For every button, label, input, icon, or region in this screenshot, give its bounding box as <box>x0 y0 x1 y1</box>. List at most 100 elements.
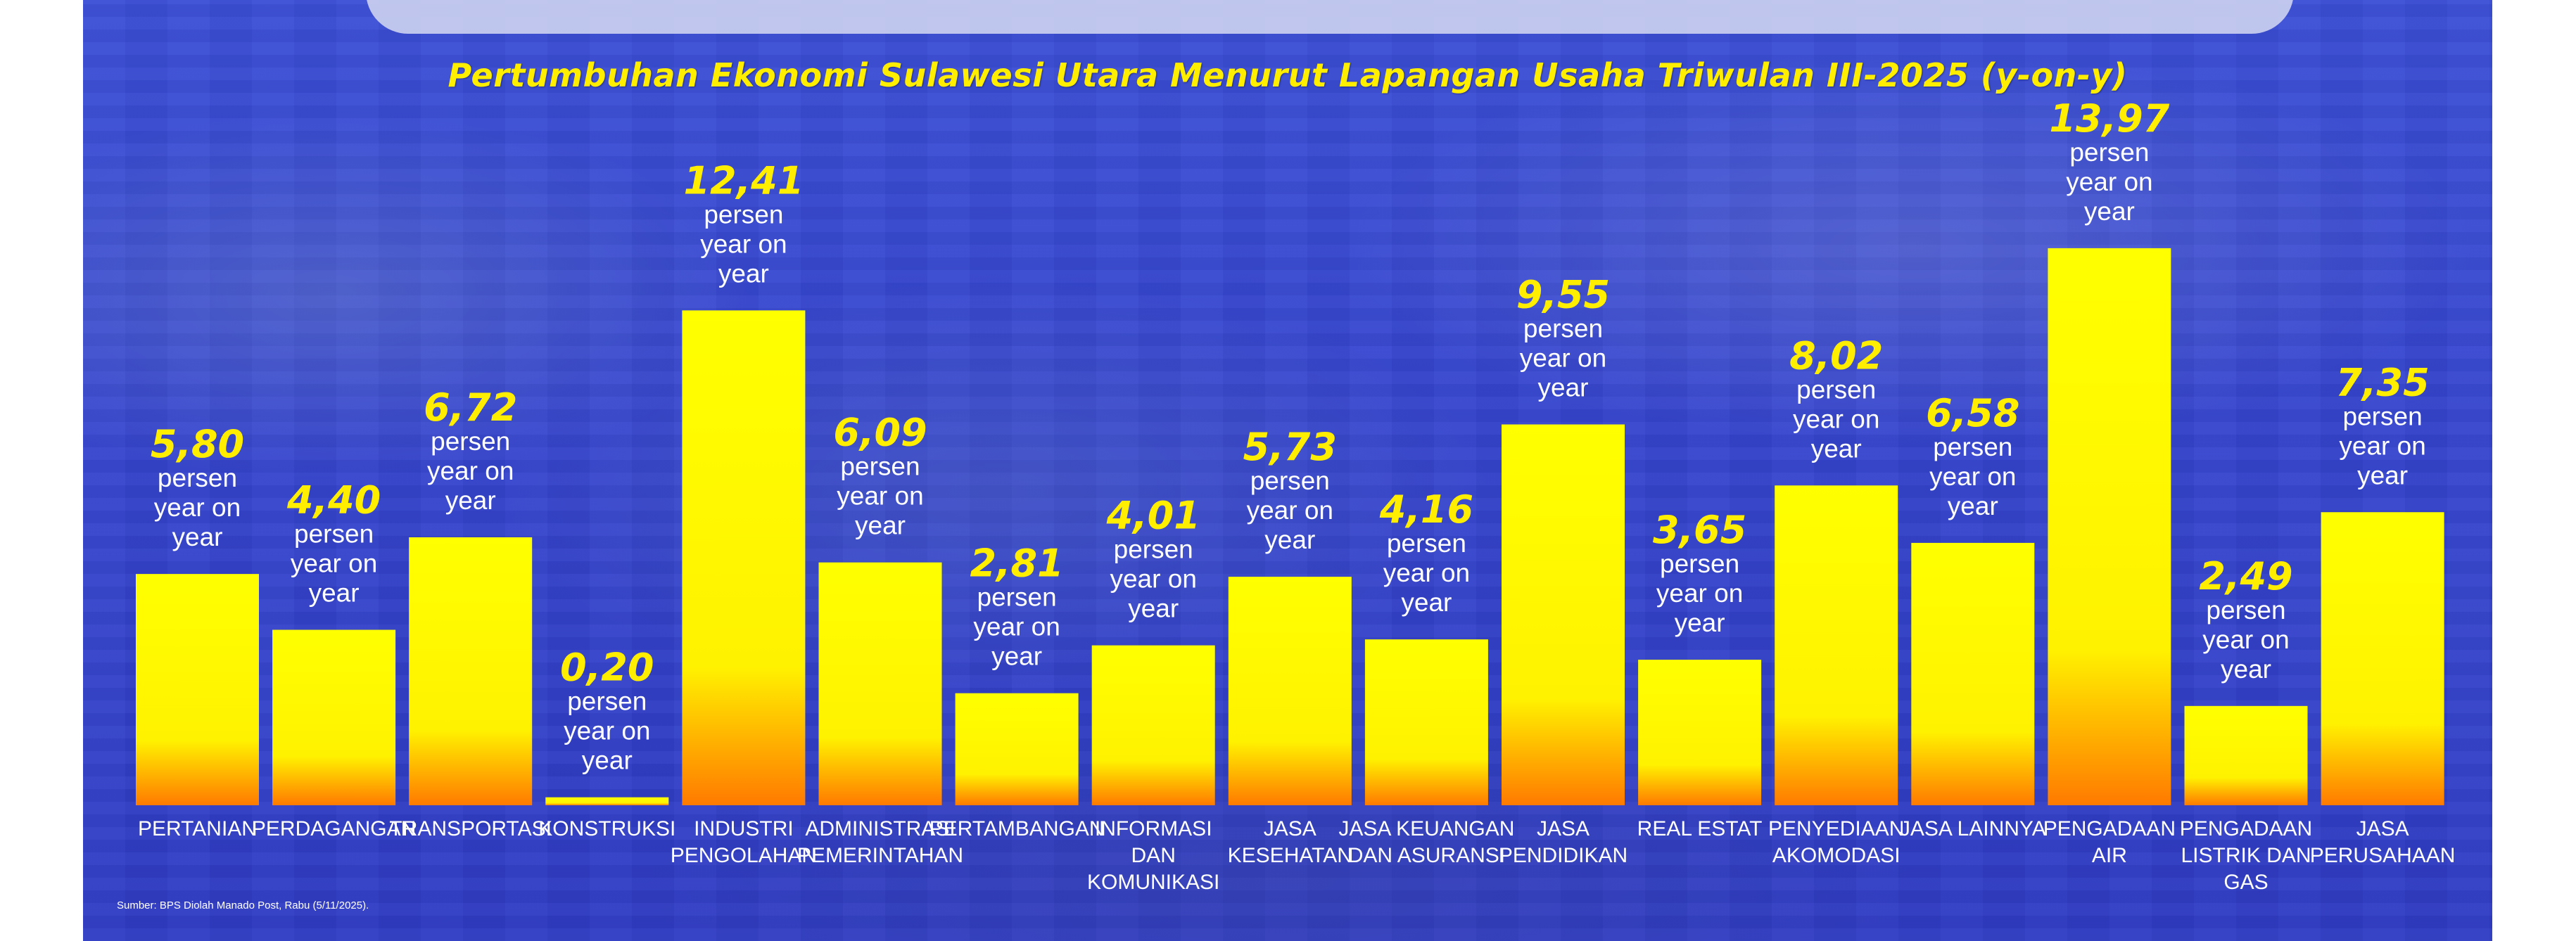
bar-value-label: 9,55 <box>1516 273 1610 317</box>
bar-unit-label: year on <box>2202 625 2289 654</box>
category-label: DAN ASURANSI <box>1348 844 1505 867</box>
bar-unit-label: year <box>2084 197 2135 226</box>
category-label: AIR <box>2092 844 2127 867</box>
bar-unit-label: year on <box>427 456 514 485</box>
bar-unit-label: persen <box>1796 375 1876 404</box>
bar <box>1911 542 2035 805</box>
category-label: JASA KEUANGAN <box>1338 817 1514 840</box>
category-label: KOMUNIKASI <box>1087 871 1219 894</box>
bar-unit-label: persen <box>1250 466 1330 495</box>
category-label: ADMINISTRASI <box>805 817 955 840</box>
bar-unit-label: year on <box>1247 496 1333 525</box>
category-label: PERTANIAN <box>138 817 257 840</box>
category-label: REAL ESTAT <box>1637 817 1763 840</box>
bar-value-label: 4,16 <box>1379 487 1473 532</box>
bar <box>545 797 669 805</box>
bar <box>2048 248 2171 805</box>
bar-unit-label: persen <box>158 463 237 492</box>
category-label: PERDAGANGAN <box>252 817 416 840</box>
category-label: INFORMASI <box>1095 817 1212 840</box>
bar-unit-label: year on <box>154 493 241 522</box>
bar <box>1091 645 1215 805</box>
bar-unit-label: year on <box>973 613 1060 641</box>
bar-unit-label: year on <box>1520 344 1606 373</box>
bar-unit-label: persen <box>1114 535 1193 564</box>
bar <box>818 562 942 805</box>
bar <box>2184 705 2308 805</box>
infographic-panel: Pertumbuhan Ekonomi Sulawesi Utara Menur… <box>83 0 2492 941</box>
category-label: PENYEDIAAN <box>1768 817 1904 840</box>
bar-unit-label: year <box>718 259 769 288</box>
bar-value-label: 4,40 <box>286 478 381 523</box>
bar-value-label: 12,41 <box>683 158 804 203</box>
category-label: TRANSPORTASI <box>389 817 552 840</box>
bar-unit-label: persen <box>567 687 647 716</box>
category-label: AKOMODASI <box>1772 844 1901 867</box>
category-label: GAS <box>2223 871 2268 894</box>
bar-unit-label: year <box>582 746 633 775</box>
bar-unit-label: year on <box>291 549 377 578</box>
bar-unit-label: persen <box>2343 402 2423 430</box>
category-label: JASA <box>1264 817 1316 840</box>
bar-unit-label: persen <box>1660 549 1739 578</box>
bar-unit-label: year <box>2357 461 2408 489</box>
bar-unit-label: year <box>2221 655 2271 684</box>
bar-value-label: 2,49 <box>2199 554 2292 598</box>
category-label: KESEHATAN <box>1228 844 1352 867</box>
category-label: JASA <box>2356 817 2409 840</box>
bar-value-label: 5,80 <box>151 422 244 466</box>
category-label: JASA LAINNYA <box>1900 817 2046 840</box>
bar <box>2321 512 2444 805</box>
bar-unit-label: year on <box>2066 167 2152 196</box>
bar-unit-label: persen <box>1523 314 1603 343</box>
bar-unit-label: year <box>172 523 223 551</box>
bar <box>955 693 1079 805</box>
bar-unit-label: persen <box>2206 596 2285 625</box>
category-label: KONSTRUKSI <box>538 817 675 840</box>
bar-unit-label: year on <box>837 482 923 511</box>
source-note: Sumber: BPS Diolah Manado Post, Rabu (5/… <box>117 900 369 911</box>
bar-value-label: 4,01 <box>1106 494 1200 538</box>
bar-unit-label: year <box>1264 525 1315 554</box>
category-label: JASA <box>1537 817 1590 840</box>
bar-unit-label: year <box>1675 608 1725 637</box>
category-label: PENGADAAN <box>2180 817 2312 840</box>
bar-value-label: 8,02 <box>1789 333 1883 378</box>
bar-unit-label: year <box>991 642 1042 671</box>
bar <box>1775 485 1898 805</box>
bar-unit-label: year <box>1401 588 1452 617</box>
category-label: PENGADAAN <box>2043 817 2176 840</box>
bar-unit-label: year on <box>1929 462 2016 491</box>
bar <box>1638 660 1762 805</box>
bar <box>272 629 396 805</box>
bar-unit-label: persen <box>1933 433 2012 461</box>
category-label: DAN <box>1131 844 1176 867</box>
bar-unit-label: year <box>1811 434 1862 463</box>
category-label: INDUSTRI <box>694 817 794 840</box>
bar-unit-label: year on <box>1793 404 1879 433</box>
bar-value-label: 13,97 <box>2049 96 2169 141</box>
bar-unit-label: year <box>445 486 496 515</box>
bar-value-label: 3,65 <box>1653 508 1746 552</box>
bar <box>1502 424 1625 805</box>
bar-unit-label: year on <box>1656 579 1743 608</box>
bar-unit-label: year on <box>2339 431 2425 460</box>
category-label: PENDIDIKAN <box>1499 844 1628 867</box>
bar-unit-label: year on <box>564 717 650 745</box>
bar-unit-label: year on <box>1110 565 1196 594</box>
bar-value-label: 0,20 <box>560 646 654 690</box>
bar-unit-label: persen <box>2069 138 2149 167</box>
bar-value-label: 7,35 <box>2335 360 2429 404</box>
chart-title: Pertumbuhan Ekonomi Sulawesi Utara Menur… <box>448 56 2128 94</box>
category-label: PENGOLAHAN <box>671 844 817 867</box>
bar <box>1364 639 1488 805</box>
category-label: PERTAMBANGAN <box>929 817 1105 840</box>
bar-unit-label: year <box>1948 492 1998 520</box>
bar <box>136 574 259 805</box>
bar-unit-label: persen <box>704 200 783 229</box>
bar-unit-label: persen <box>431 427 510 456</box>
bar-unit-label: persen <box>1387 529 1466 558</box>
bar-value-label: 6,58 <box>1926 391 2019 435</box>
bar <box>1228 577 1352 805</box>
